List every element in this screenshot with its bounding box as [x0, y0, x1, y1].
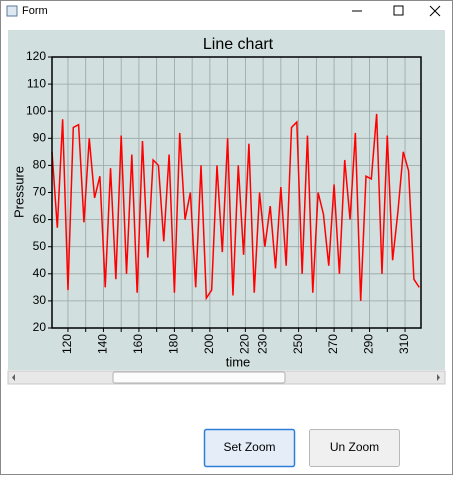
y-tick-label: 70: [33, 185, 47, 199]
scroll-left[interactable]: [12, 374, 15, 381]
x-tick-label: 200: [202, 334, 216, 354]
x-tick-label: 250: [291, 334, 305, 354]
y-tick-label: 80: [33, 158, 47, 172]
y-tick-label: 100: [26, 103, 46, 117]
un-zoom-label: Un Zoom: [330, 440, 379, 454]
set-zoom-label: Set Zoom: [223, 440, 275, 454]
un-zoom-button[interactable]: [309, 429, 400, 467]
x-tick-label: 140: [96, 334, 110, 354]
y-tick-label: 40: [33, 266, 47, 280]
y-tick-label: 120: [26, 49, 46, 63]
scroll-thumb[interactable]: [112, 371, 286, 384]
y-tick-label: 50: [33, 239, 47, 253]
set-zoom-button[interactable]: [203, 428, 296, 468]
x-tick-label: 290: [362, 334, 376, 354]
y-tick-label: 110: [27, 76, 46, 90]
window-title: Form: [22, 5, 48, 17]
app-icon: [6, 5, 18, 17]
data-line: [51, 113, 420, 301]
x-tick-label: 160: [131, 334, 145, 354]
x-tick-label: 270: [326, 334, 340, 354]
scroll-right[interactable]: [437, 374, 440, 381]
plot: 20 30 40 50 60 70 80 90 100 110 120 120 140 160 180 200…: [26, 49, 422, 354]
x-tick-label: 180: [167, 334, 181, 354]
y-tick-label: 90: [33, 130, 47, 144]
x-axis-label: time: [226, 354, 251, 369]
x-tick-label: 120: [60, 334, 74, 354]
x-tick-label: 310: [397, 334, 411, 354]
x-tick-label: 220: [238, 334, 252, 354]
plot-border: [51, 56, 422, 329]
close-button[interactable]: [429, 5, 441, 17]
maximize-button[interactable]: [393, 5, 404, 16]
x-tick-label: 230: [255, 334, 269, 354]
chart-title: Line chart: [203, 36, 274, 53]
y-axis-label: Pressure: [11, 166, 26, 218]
y-tick-label: 30: [33, 293, 47, 307]
y-tick-label: 60: [33, 212, 47, 226]
y-tick-label: 20: [33, 320, 47, 334]
